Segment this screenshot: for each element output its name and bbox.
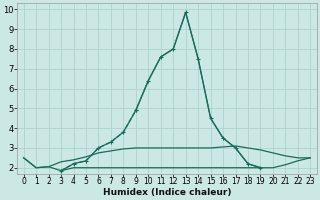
X-axis label: Humidex (Indice chaleur): Humidex (Indice chaleur) [103, 188, 231, 197]
